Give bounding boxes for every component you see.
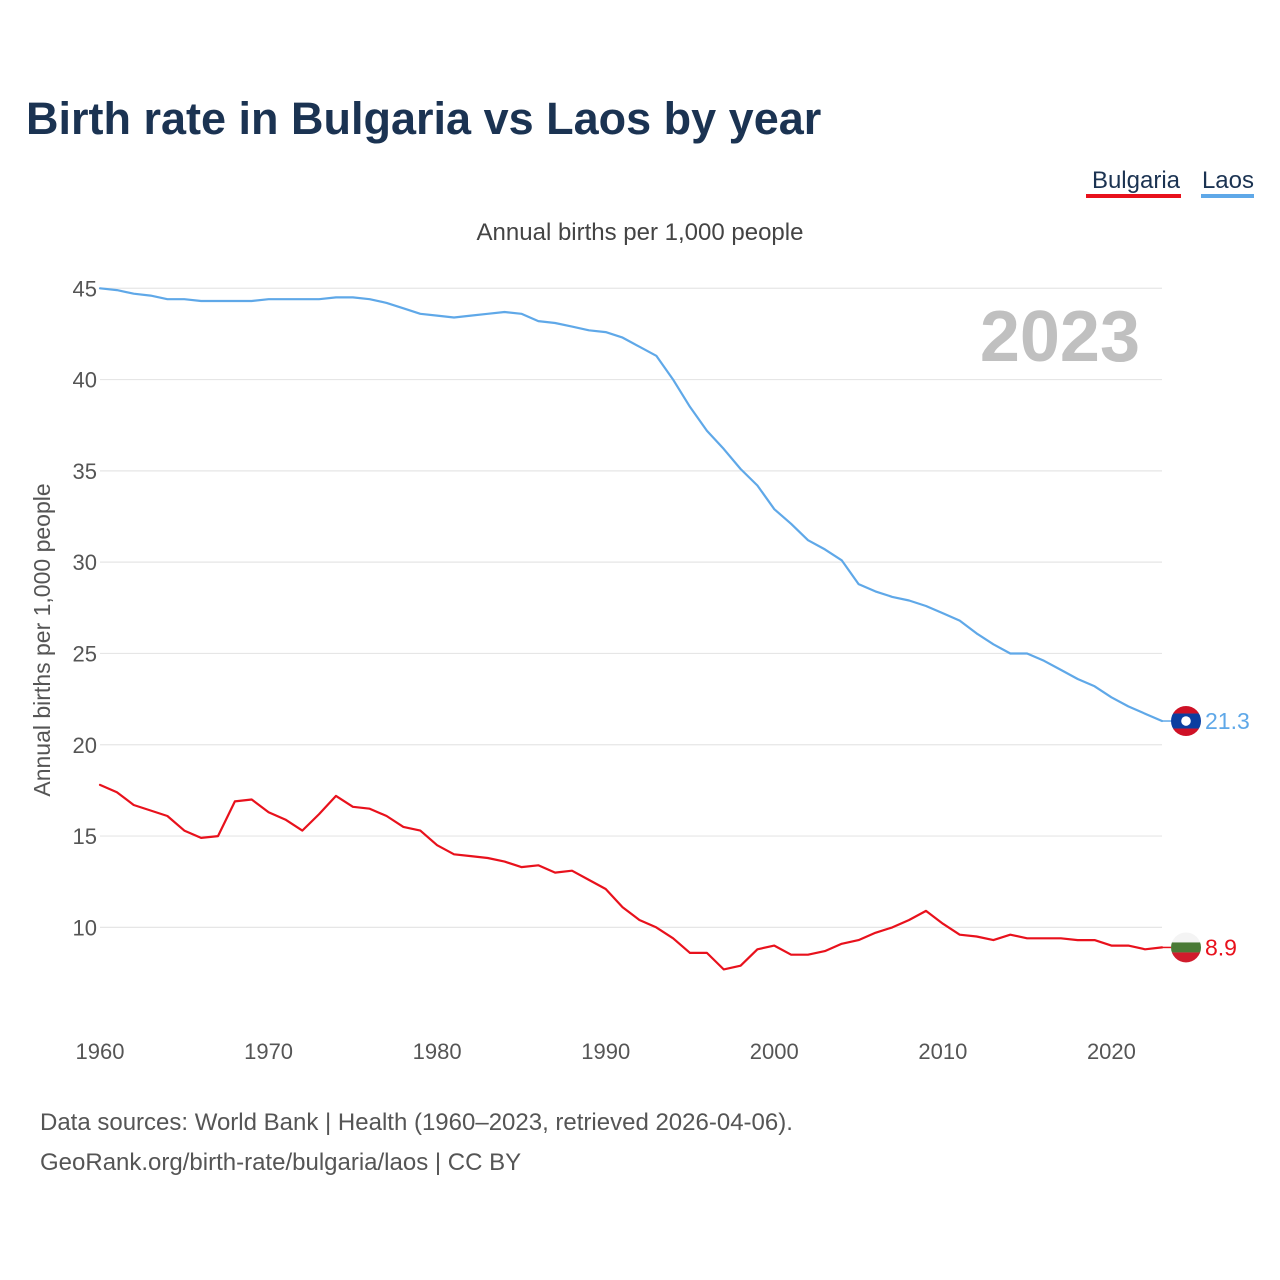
legend-label-bulgaria[interactable]: Bulgaria [1092, 167, 1181, 194]
x-tick-2020: 2020 [1087, 1039, 1136, 1064]
source-line-1: Data sources: World Bank | Health (1960–… [40, 1109, 793, 1136]
chart-subtitle: Annual births per 1,000 people [477, 219, 804, 246]
y-tick-10: 10 [73, 915, 97, 940]
y-tick-45: 45 [73, 276, 97, 301]
x-tick-1990: 1990 [581, 1039, 630, 1064]
x-tick-1970: 1970 [244, 1039, 293, 1064]
end-markers: 8.9 21.3 [1162, 706, 1250, 963]
y-axis-ticks: 10 15 20 25 30 35 40 45 [73, 276, 97, 940]
bulgaria-flag-icon [1171, 932, 1201, 963]
x-tick-1960: 1960 [76, 1039, 125, 1064]
x-tick-1980: 1980 [413, 1039, 462, 1064]
legend: Bulgaria Laos [1086, 167, 1254, 198]
legend-swatch-laos [1201, 194, 1254, 198]
y-tick-15: 15 [73, 824, 97, 849]
series-line-laos[interactable] [98, 287, 1164, 723]
year-watermark: 2023 [980, 297, 1140, 377]
y-tick-25: 25 [73, 641, 97, 666]
laos-flag-icon [1171, 706, 1201, 737]
series-line-bulgaria[interactable] [98, 783, 1164, 971]
source-line-2: GeoRank.org/birth-rate/bulgaria/laos | C… [40, 1149, 521, 1176]
x-tick-2010: 2010 [918, 1039, 967, 1064]
y-axis-label: Annual births per 1,000 people [29, 483, 55, 796]
grid-lines [100, 287, 1162, 928]
y-tick-35: 35 [73, 459, 97, 484]
series-lines [98, 287, 1164, 971]
legend-label-laos[interactable]: Laos [1202, 167, 1254, 194]
laos-end-label: 21.3 [1205, 708, 1250, 734]
chart-title: Birth rate in Bulgaria vs Laos by year [26, 93, 821, 144]
x-tick-2000: 2000 [750, 1039, 799, 1064]
x-axis-ticks: 1960 1970 1980 1990 2000 2010 2020 [76, 1039, 1136, 1064]
bulgaria-end-label: 8.9 [1205, 934, 1237, 960]
y-tick-20: 20 [73, 733, 97, 758]
y-tick-30: 30 [73, 550, 97, 575]
y-tick-40: 40 [73, 368, 97, 393]
legend-swatch-bulgaria [1086, 194, 1181, 198]
